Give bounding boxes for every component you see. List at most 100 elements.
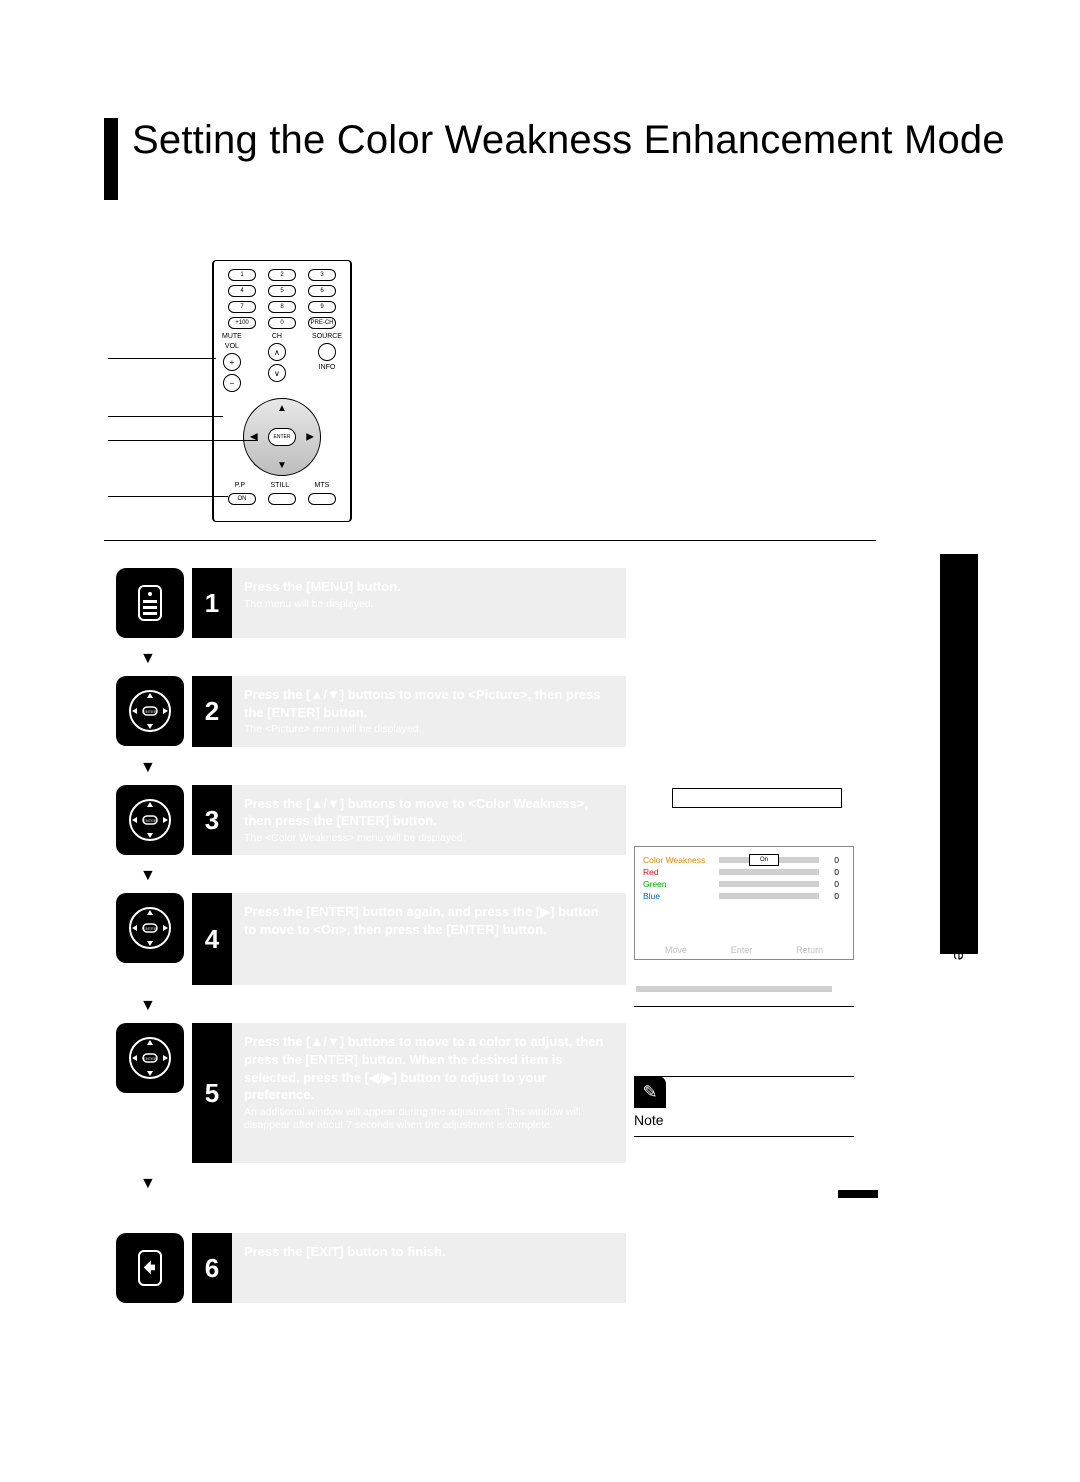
remote-key-7: 7 bbox=[228, 301, 256, 313]
remote-key-9: 9 bbox=[308, 301, 336, 313]
info-label: INFO bbox=[319, 364, 336, 371]
step-bold-text: Press the [MENU] button. bbox=[244, 579, 401, 594]
osd-footer: Move Enter Return bbox=[643, 945, 845, 955]
step-after-text: An additional window will appear during … bbox=[244, 1106, 614, 1133]
down-arrow-icon: ▼ bbox=[140, 650, 626, 668]
remote-key-prech: PRE-CH bbox=[308, 317, 336, 329]
side-section-label: Setting the Color Weakness Enhancement M… bbox=[942, 572, 976, 1202]
down-arrow-icon: ▼ bbox=[140, 1175, 626, 1193]
osd-row-label: Red bbox=[643, 867, 713, 877]
ch-down-icon: ∨ bbox=[268, 364, 286, 382]
osd-footer-move: Move bbox=[665, 945, 687, 955]
osd-value: 0 bbox=[825, 891, 839, 901]
osd-slider bbox=[719, 881, 819, 887]
svg-text:ENTER: ENTER bbox=[143, 818, 157, 823]
bottom-label-pp: P.P bbox=[235, 482, 245, 489]
step-body: Press the [MENU] button. The menu will b… bbox=[232, 568, 626, 638]
remote-key-5: 5 bbox=[268, 285, 296, 297]
step-2: ENTER 2 Press the [▲/▼] buttons to move … bbox=[116, 676, 626, 747]
page-foot-mark bbox=[838, 1190, 878, 1198]
step-bold-text: Press the [EXIT] button to finish. bbox=[244, 1244, 446, 1259]
nav-down-icon: ▼ bbox=[277, 460, 287, 471]
osd-slider bbox=[719, 893, 819, 899]
osd-row-label: Green bbox=[643, 879, 713, 889]
enter-button-icon: ENTER bbox=[268, 428, 296, 446]
remote-key-1: 1 bbox=[228, 269, 256, 281]
step-5: ENTER 5 Press the [▲/▼] buttons to move … bbox=[116, 1023, 626, 1163]
step-4: ENTER 4 Press the [ENTER] button again, … bbox=[116, 893, 626, 985]
note-icon: ✎ bbox=[634, 1076, 666, 1108]
remote-key-0: 0 bbox=[268, 317, 296, 329]
bottom-label-still: STILL bbox=[270, 482, 289, 489]
remote-key-2: 2 bbox=[268, 269, 296, 281]
svg-text:ENTER: ENTER bbox=[143, 709, 157, 714]
adjust-value: 0 bbox=[840, 984, 854, 994]
vol-label: VOL bbox=[225, 343, 239, 350]
leader-line bbox=[108, 416, 223, 417]
adjust-bar: 0 bbox=[636, 984, 854, 994]
section-divider bbox=[104, 540, 876, 541]
divider bbox=[634, 1076, 854, 1077]
nav-pad-icon: ENTER bbox=[116, 1023, 184, 1093]
title-bar: Setting the Color Weakness Enhancement M… bbox=[104, 118, 1005, 200]
ch-up-icon: ∧ bbox=[268, 343, 286, 361]
step-number: 4 bbox=[192, 893, 232, 985]
step-body: Press the [▲/▼] buttons to move to a col… bbox=[232, 1023, 626, 1163]
osd-value: 0 bbox=[825, 855, 839, 865]
step-6: 6 Press the [EXIT] button to finish. bbox=[116, 1233, 626, 1303]
remote-diagram: 1 2 3 4 5 6 7 8 9 +100 0 PRE-CH MUTE VOL… bbox=[212, 260, 352, 522]
step-bold-text: Press the [ENTER] button again, and pres… bbox=[244, 904, 599, 937]
osd-row-label: Color Weakness bbox=[643, 855, 713, 865]
step-number: 2 bbox=[192, 676, 232, 747]
nav-right-icon: ▶ bbox=[306, 432, 314, 443]
divider bbox=[634, 1136, 854, 1137]
steps-list: 1 Press the [MENU] button. The menu will… bbox=[116, 568, 626, 1315]
leader-line bbox=[108, 496, 228, 497]
step-1: 1 Press the [MENU] button. The menu will… bbox=[116, 568, 626, 638]
osd-slider bbox=[719, 869, 819, 875]
on-button-icon: ON bbox=[228, 493, 256, 505]
step-number: 3 bbox=[192, 785, 232, 856]
step-after-text: The <Color Weakness> menu will be displa… bbox=[244, 832, 614, 846]
osd-footer-return: Return bbox=[796, 945, 823, 955]
remote-key-8: 8 bbox=[268, 301, 296, 313]
osd-row-label: Blue bbox=[643, 891, 713, 901]
step-body: Press the [▲/▼] buttons to move to <Colo… bbox=[232, 785, 626, 856]
osd-slider: On bbox=[719, 857, 819, 863]
ch-label: CH bbox=[272, 333, 282, 340]
osd-on-button: On bbox=[749, 854, 779, 866]
svg-text:ENTER: ENTER bbox=[143, 1056, 157, 1061]
source-label: SOURCE bbox=[312, 333, 342, 340]
step-body: Press the [EXIT] button to finish. bbox=[232, 1233, 626, 1303]
down-arrow-icon: ▼ bbox=[140, 759, 626, 777]
title-accent bbox=[104, 118, 118, 200]
vol-down-icon: − bbox=[223, 374, 241, 392]
step-after-text: The menu will be displayed. bbox=[244, 598, 614, 612]
leader-line bbox=[108, 358, 216, 359]
exit-remote-icon bbox=[116, 1233, 184, 1303]
step-bold-text: Press the [▲/▼] buttons to move to a col… bbox=[244, 1034, 603, 1102]
down-arrow-icon: ▼ bbox=[140, 867, 626, 885]
down-arrow-icon: ▼ bbox=[140, 997, 626, 1015]
step-after-text: The <Picture> menu will be displayed. bbox=[244, 723, 614, 737]
remote-generic-icon bbox=[116, 568, 184, 638]
bottom-label-mts: MTS bbox=[315, 482, 330, 489]
svg-text:ENTER: ENTER bbox=[143, 926, 157, 931]
page: Setting the Color Weakness Enhancement M… bbox=[0, 0, 1080, 1482]
step-number: 1 bbox=[192, 568, 232, 638]
adjust-slider bbox=[636, 986, 832, 992]
step-bold-text: Press the [▲/▼] buttons to move to <Pict… bbox=[244, 687, 601, 720]
step-bold-text: Press the [▲/▼] buttons to move to <Colo… bbox=[244, 796, 588, 829]
remote-key-6: 6 bbox=[308, 285, 336, 297]
vol-up-icon: + bbox=[223, 353, 241, 371]
nav-pad-icon: ENTER bbox=[116, 785, 184, 855]
remote-key-plus100: +100 bbox=[228, 317, 256, 329]
small-button-1 bbox=[268, 493, 296, 505]
nav-up-icon: ▲ bbox=[277, 403, 287, 414]
step-body: Press the [▲/▼] buttons to move to <Pict… bbox=[232, 676, 626, 747]
remote-key-3: 3 bbox=[308, 269, 336, 281]
nav-pad-icon: ▲ ▼ ◀ ▶ ENTER bbox=[243, 398, 321, 476]
small-button-2 bbox=[308, 493, 336, 505]
osd-panel: Color Weakness On 0 Red 0 Green 0 Blue 0… bbox=[634, 846, 854, 960]
note-label: Note bbox=[634, 1112, 664, 1128]
